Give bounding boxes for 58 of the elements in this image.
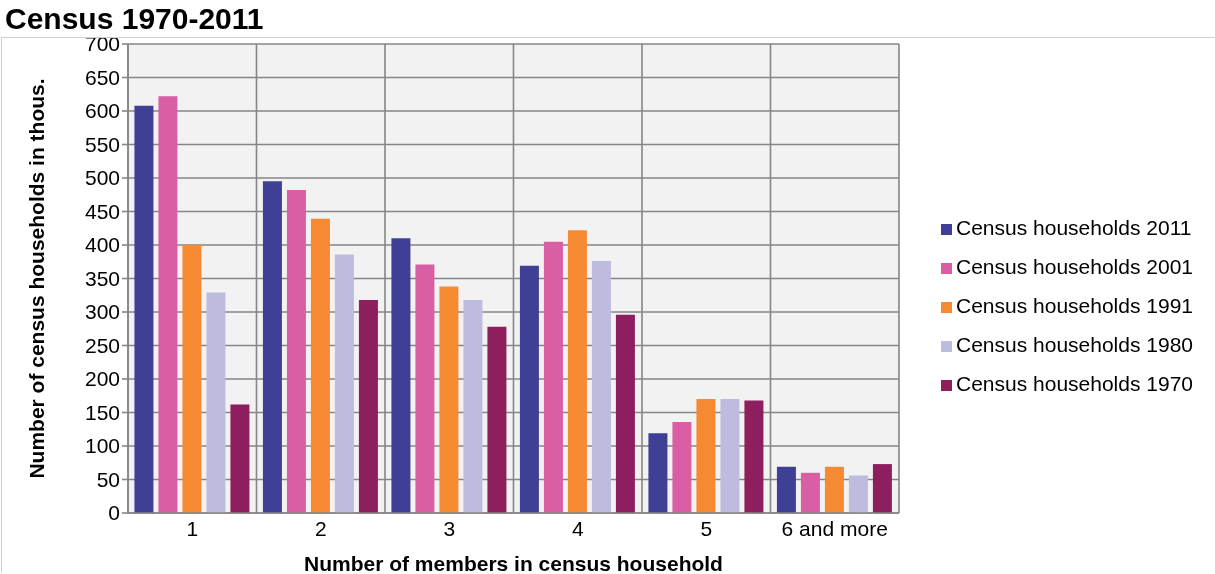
y-tick-label: 100	[84, 434, 120, 458]
bar	[648, 433, 668, 513]
bar	[463, 299, 483, 513]
y-tick-label: 0	[108, 501, 120, 525]
legend-label: Census households 1991	[955, 294, 1193, 317]
x-tick-label: 6 and more	[781, 516, 888, 540]
bar	[206, 292, 226, 513]
legend-label: Census households 1970	[955, 372, 1193, 395]
bar	[286, 190, 306, 513]
y-tick-label: 200	[84, 367, 120, 391]
bar	[415, 264, 435, 513]
bar	[439, 286, 459, 513]
chart-title: Census 1970-2011	[4, 1, 265, 37]
bar	[776, 466, 796, 513]
bar	[487, 326, 507, 513]
y-tick-label: 450	[84, 199, 120, 223]
bar	[358, 299, 378, 513]
y-tick-label: 350	[84, 266, 120, 290]
legend-label: Census households 1980	[955, 333, 1193, 356]
y-tick-label: 550	[84, 132, 120, 156]
bar	[672, 421, 692, 513]
y-tick-label: 150	[84, 400, 120, 424]
bar	[519, 265, 539, 513]
bar	[262, 181, 282, 513]
y-tick-label: 50	[96, 467, 120, 491]
x-tick-label: 4	[571, 516, 584, 540]
y-tick-label: 400	[84, 233, 120, 257]
x-axis-title: Number of members in census household	[304, 552, 723, 574]
x-tick-label: 3	[443, 516, 456, 540]
bar	[696, 399, 716, 513]
bar	[720, 399, 740, 513]
bar	[800, 472, 820, 513]
bar	[615, 314, 635, 513]
y-tick-label: 600	[84, 99, 120, 123]
y-tick-label: 250	[84, 333, 120, 357]
legend-label: Census households 2011	[955, 216, 1192, 239]
bar	[310, 218, 330, 513]
y-tick-label: 500	[84, 166, 120, 190]
bar	[824, 466, 844, 513]
y-tick-label: 300	[84, 300, 120, 324]
bar	[158, 96, 178, 513]
bar	[230, 404, 250, 513]
x-tick-label: 1	[186, 516, 199, 540]
bar	[567, 230, 587, 513]
bar	[134, 105, 154, 513]
bar	[872, 464, 892, 513]
y-tick-label: 650	[84, 65, 120, 89]
bar	[182, 245, 202, 513]
bar	[334, 254, 354, 513]
bar	[591, 261, 611, 513]
x-tick-label: 5	[700, 516, 713, 540]
x-tick-label: 2	[314, 516, 327, 540]
legend-label: Census households 2001	[955, 255, 1193, 278]
bar	[543, 241, 563, 513]
bar	[848, 475, 868, 513]
bar	[391, 238, 411, 513]
bar	[744, 400, 764, 513]
y-axis-title: Number of census households in thous.	[25, 78, 49, 479]
